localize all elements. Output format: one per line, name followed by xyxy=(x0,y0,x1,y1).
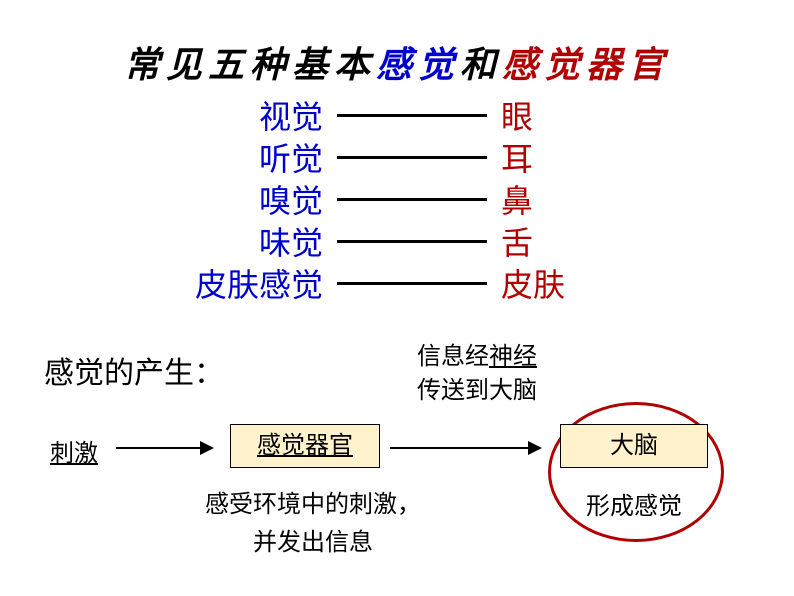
connector-line xyxy=(337,198,487,201)
arrow-icon xyxy=(116,447,212,449)
organ-label: 舌 xyxy=(501,218,661,264)
brain-note: 形成感觉 xyxy=(560,486,708,521)
page-title: 常见五种基本感觉和感觉器官 xyxy=(0,36,794,88)
sense-label: 味觉 xyxy=(133,218,323,264)
sense-label: 皮肤感觉 xyxy=(133,260,323,306)
title-part3: 和 xyxy=(460,45,502,85)
pair-row: 皮肤感觉 皮肤 xyxy=(0,262,794,304)
organ-label: 耳 xyxy=(501,134,661,180)
arrow-icon xyxy=(390,447,540,449)
arrow-label-line1-pre: 信息经 xyxy=(417,344,489,370)
arrow-label: 信息经神经 传送到大脑 xyxy=(382,340,572,408)
pair-row: 味觉 舌 xyxy=(0,220,794,262)
arrow-label-line1-uline: 神经 xyxy=(489,344,537,370)
title-part2: 感觉 xyxy=(376,45,460,85)
connector-line xyxy=(337,114,487,117)
connector-line xyxy=(337,156,487,159)
flow-diagram: 刺激 感觉器官 信息经神经 传送到大脑 大脑 感受环境中的刺激，并发出信息 形成… xyxy=(0,340,794,570)
pair-row: 嗅觉 鼻 xyxy=(0,178,794,220)
sense-label: 嗅觉 xyxy=(133,176,323,222)
title-part1: 常见五种基本 xyxy=(124,45,376,85)
highlight-circle xyxy=(548,402,724,542)
sense-label: 听觉 xyxy=(133,134,323,180)
connector-line xyxy=(337,240,487,243)
stimulus-label: 刺激 xyxy=(50,433,98,468)
sense-label: 视觉 xyxy=(133,92,323,138)
arrow-label-line2: 传送到大脑 xyxy=(417,378,537,404)
organ-label: 皮肤 xyxy=(501,260,661,306)
organ-note: 感受环境中的刺激，并发出信息 xyxy=(198,486,428,562)
title-part4: 感觉器官 xyxy=(502,45,670,85)
organ-label: 眼 xyxy=(501,92,661,138)
organ-label: 鼻 xyxy=(501,176,661,222)
brain-box: 大脑 xyxy=(560,424,708,468)
pair-row: 听觉 耳 xyxy=(0,136,794,178)
organ-box: 感觉器官 xyxy=(230,424,380,468)
sense-organ-pairs: 视觉 眼 听觉 耳 嗅觉 鼻 味觉 舌 皮肤感觉 皮肤 xyxy=(0,94,794,304)
connector-line xyxy=(337,282,487,285)
pair-row: 视觉 眼 xyxy=(0,94,794,136)
